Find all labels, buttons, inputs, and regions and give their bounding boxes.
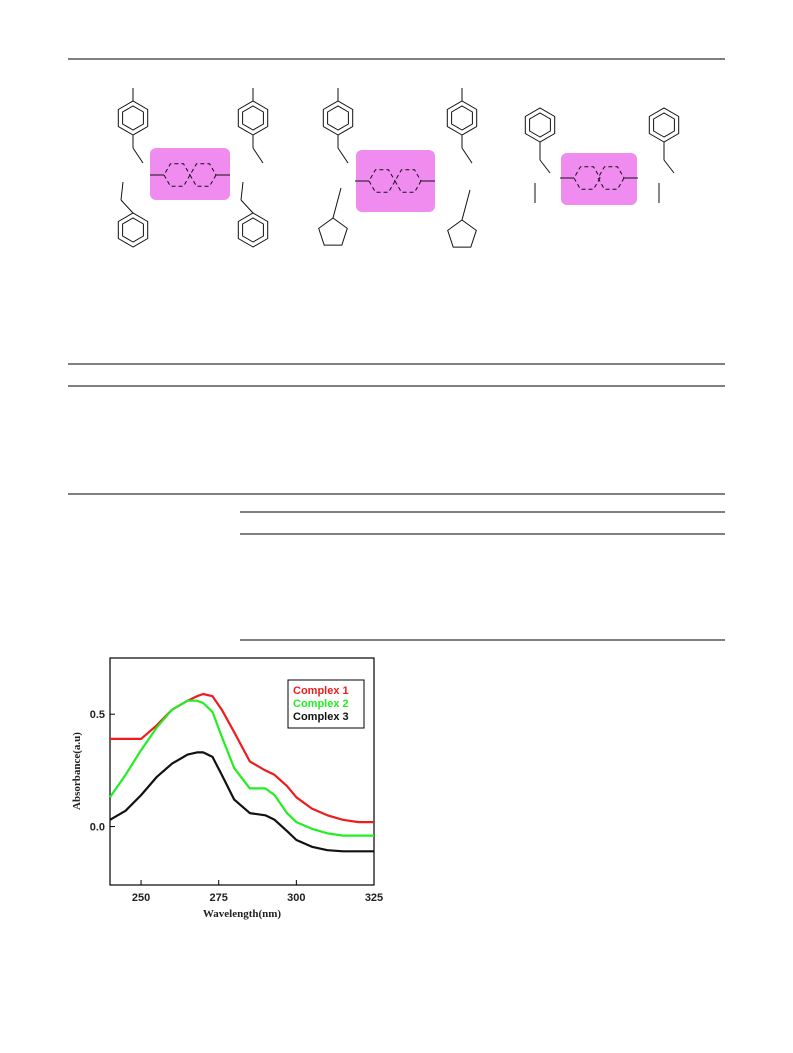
ring bbox=[648, 107, 680, 143]
x-tick-label: 250 bbox=[132, 892, 150, 904]
ring-inner bbox=[653, 112, 675, 138]
thiophene bbox=[318, 217, 348, 246]
ring-inner bbox=[242, 105, 264, 131]
ring-inner bbox=[529, 112, 551, 138]
x-tick-label: 275 bbox=[210, 892, 228, 904]
bond bbox=[240, 199, 254, 214]
bond bbox=[120, 181, 124, 201]
ring-inner bbox=[451, 105, 473, 131]
y-axis-label: Absorbance(a.u) bbox=[71, 732, 83, 810]
legend-label: Complex 3 bbox=[293, 711, 349, 723]
ring-inner bbox=[242, 217, 264, 243]
structures bbox=[117, 88, 680, 248]
legend-label: Complex 1 bbox=[293, 685, 349, 697]
plot-frame bbox=[109, 657, 375, 886]
bond bbox=[132, 147, 144, 164]
x-axis-label: Wavelength(nm) bbox=[203, 908, 282, 920]
bond bbox=[337, 147, 349, 164]
ring-inner bbox=[122, 105, 144, 131]
series-line bbox=[109, 699, 374, 837]
legend-label: Complex 2 bbox=[293, 698, 349, 710]
bond bbox=[663, 159, 675, 174]
y-tick-label: 0.5 bbox=[90, 709, 105, 721]
x-tick-label: 300 bbox=[287, 892, 305, 904]
ring-inner bbox=[327, 105, 349, 131]
ring bbox=[524, 107, 556, 143]
series-line bbox=[109, 751, 374, 853]
ring-inner bbox=[122, 217, 144, 243]
core-ring bbox=[163, 163, 191, 187]
core-ring bbox=[597, 166, 625, 190]
bond bbox=[332, 187, 342, 219]
bond bbox=[120, 199, 134, 214]
bond bbox=[461, 147, 473, 164]
core-ring bbox=[394, 169, 422, 193]
core-ring bbox=[189, 163, 217, 187]
core-ring bbox=[573, 166, 601, 190]
x-tick-label: 325 bbox=[365, 892, 383, 904]
core-ring bbox=[368, 169, 396, 193]
bond bbox=[461, 189, 471, 221]
bond bbox=[252, 147, 264, 164]
bond bbox=[539, 159, 551, 174]
thiophene bbox=[447, 219, 477, 248]
y-tick-label: 0.0 bbox=[90, 822, 105, 834]
bond bbox=[240, 181, 244, 201]
legend-box bbox=[287, 679, 365, 729]
